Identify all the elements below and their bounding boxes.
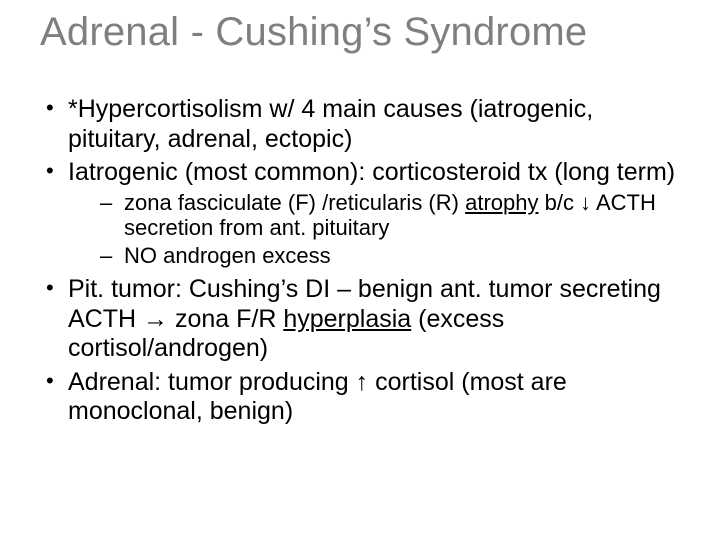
- bullet-item: Adrenal: tumor producing ↑ cortisol (mos…: [40, 368, 690, 427]
- sub-bullet-text: zona fasciculate (F) /reticularis (R): [124, 190, 465, 215]
- sub-bullet-item: zona fasciculate (F) /reticularis (R) at…: [68, 190, 690, 242]
- bullet-item: Pit. tumor: Cushing’s DI – benign ant. t…: [40, 275, 690, 364]
- underlined-text: atrophy: [465, 190, 538, 215]
- slide-title: Adrenal - Cushing’s Syndrome: [40, 10, 690, 55]
- slide: Adrenal - Cushing’s Syndrome *Hypercorti…: [0, 0, 720, 540]
- bullet-text: Adrenal: tumor producing ↑ cortisol (mos…: [68, 368, 567, 426]
- sub-bullet-text: NO androgen excess: [124, 243, 331, 268]
- bullet-text: *Hypercortisolism w/ 4 main causes (iatr…: [68, 95, 593, 153]
- bullet-text: Iatrogenic (most common): corticosteroid…: [68, 158, 675, 186]
- sub-bullet-item: NO androgen excess: [68, 243, 690, 269]
- sub-bullet-list: zona fasciculate (F) /reticularis (R) at…: [68, 190, 690, 270]
- bullet-item: *Hypercortisolism w/ 4 main causes (iatr…: [40, 95, 690, 154]
- underlined-text: hyperplasia: [283, 305, 411, 333]
- bullet-list: *Hypercortisolism w/ 4 main causes (iatr…: [40, 95, 690, 427]
- bullet-item: Iatrogenic (most common): corticosteroid…: [40, 158, 690, 269]
